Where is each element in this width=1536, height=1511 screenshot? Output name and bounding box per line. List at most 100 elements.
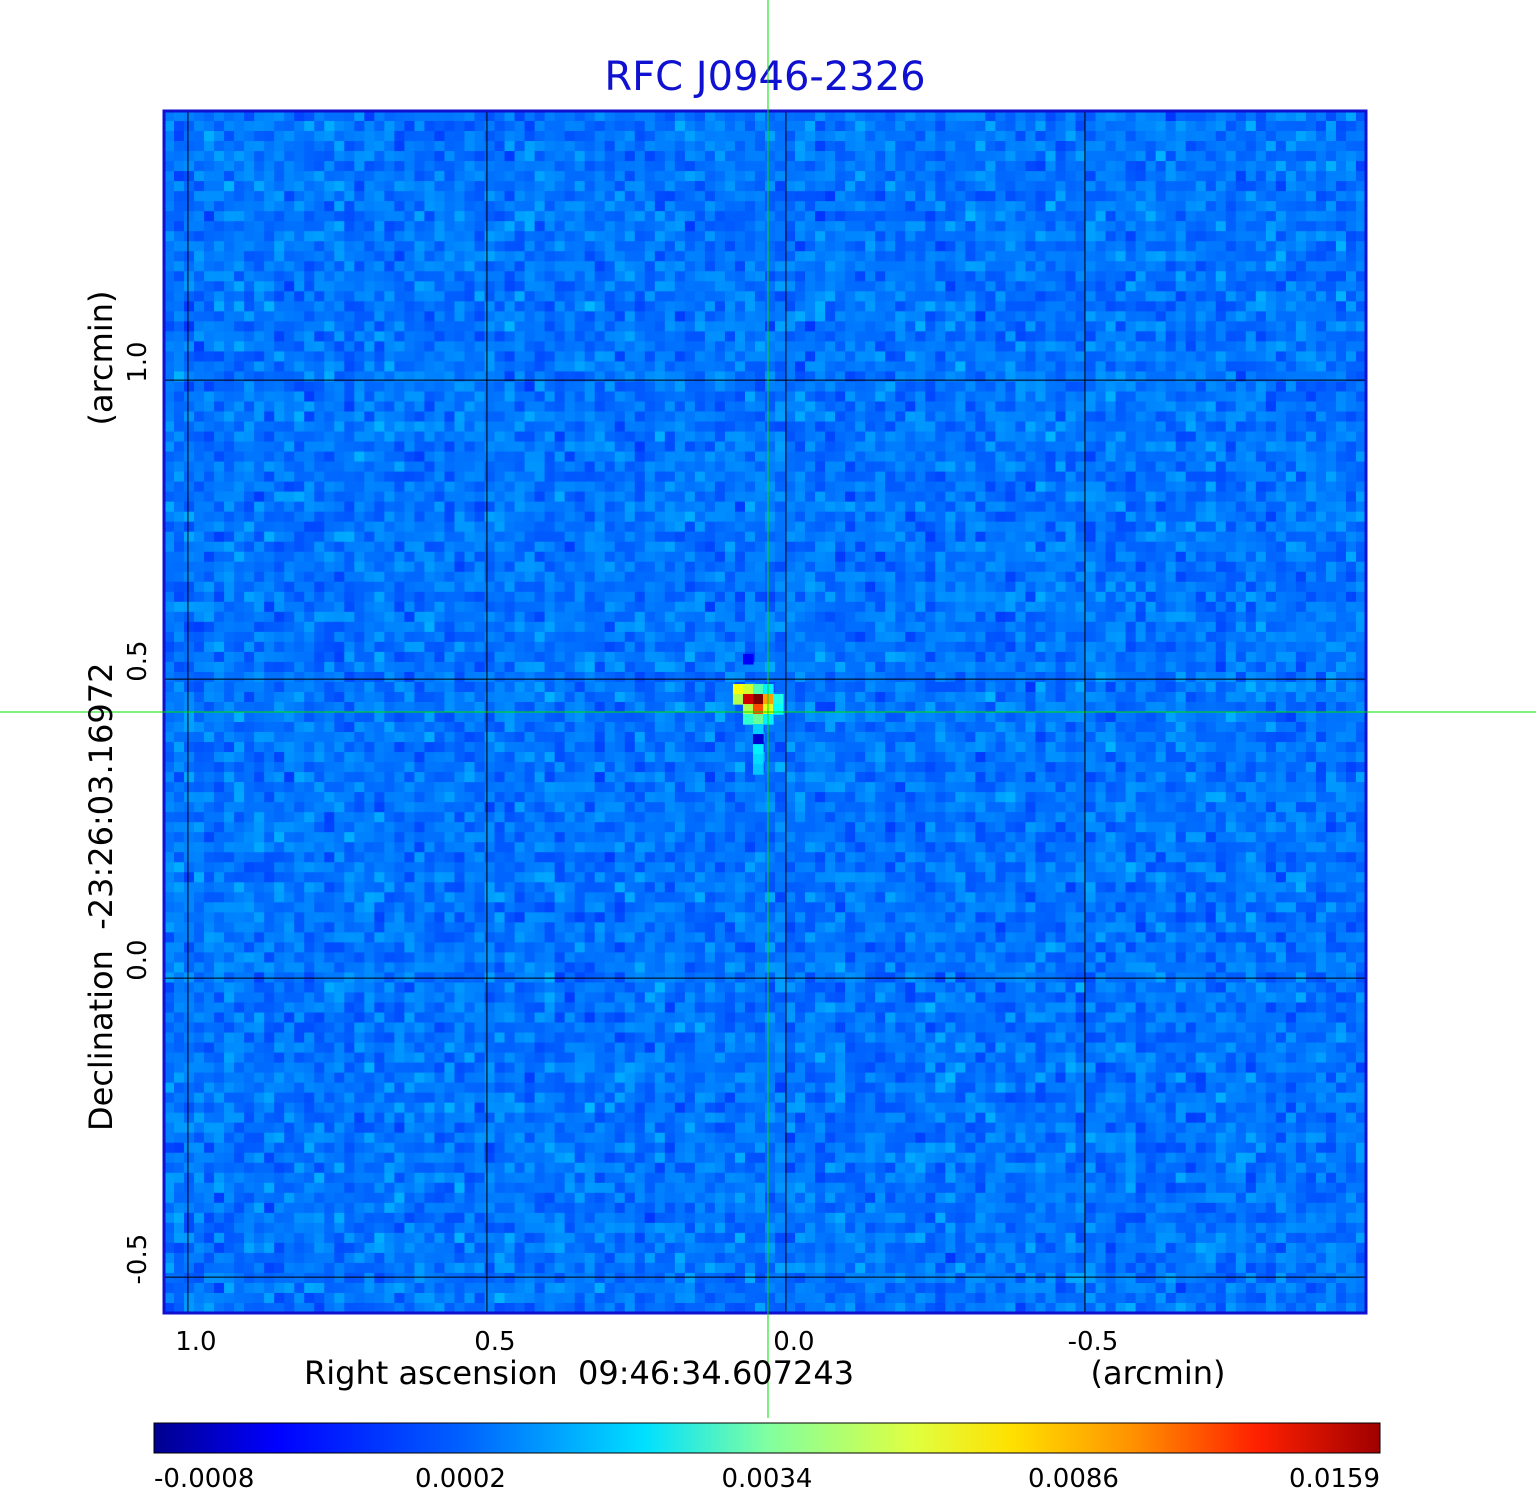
heatmap-cell — [174, 832, 185, 843]
heatmap-cell — [294, 541, 305, 553]
heatmap-cell — [434, 681, 446, 693]
heatmap-cell — [244, 962, 255, 974]
heatmap-cell — [444, 872, 456, 883]
heatmap-cell — [524, 381, 536, 393]
heatmap-cell — [364, 992, 375, 1004]
heatmap-cell — [214, 601, 225, 613]
heatmap-cell — [204, 421, 215, 433]
heatmap-cell — [414, 1022, 426, 1034]
heatmap-cell — [324, 511, 335, 523]
heatmap-cell — [504, 541, 516, 553]
heatmap-cell — [494, 1052, 506, 1064]
heatmap-cell — [294, 1212, 305, 1224]
heatmap-cell — [484, 151, 496, 162]
heatmap-cell — [224, 511, 235, 523]
heatmap-cell — [374, 151, 385, 162]
heatmap-cell — [454, 902, 466, 913]
heatmap-cell — [334, 1082, 345, 1094]
heatmap-cell — [354, 1022, 365, 1034]
heatmap-cell — [504, 671, 516, 683]
heatmap-cell — [184, 1112, 195, 1124]
heatmap-cell — [284, 1242, 295, 1254]
heatmap-cell — [194, 942, 205, 953]
heatmap-cell — [244, 161, 255, 172]
heatmap-cell — [394, 932, 405, 943]
heatmap-cell — [354, 651, 365, 663]
heatmap-cell — [244, 1182, 255, 1194]
heatmap-cell — [444, 932, 456, 943]
heatmap-cell — [284, 792, 295, 803]
heatmap-cell — [314, 211, 325, 222]
heatmap-cell — [164, 321, 175, 332]
heatmap-cell — [454, 341, 466, 352]
heatmap-cell — [344, 782, 355, 793]
heatmap-cell — [514, 141, 526, 152]
heatmap-cell — [224, 271, 235, 282]
heatmap-cell — [224, 1222, 235, 1234]
heatmap-cell — [554, 161, 566, 172]
heatmap-cell — [524, 641, 536, 653]
heatmap-cell — [564, 942, 576, 953]
heatmap-cell — [194, 421, 205, 433]
heatmap-cell — [324, 1152, 335, 1164]
heatmap-cell — [334, 1292, 345, 1304]
heatmap-cell — [304, 231, 315, 242]
heatmap-cell — [364, 401, 375, 413]
heatmap-cell — [254, 261, 265, 272]
heatmap-cell — [534, 802, 546, 813]
heatmap-cell — [244, 1062, 255, 1074]
heatmap-cell — [524, 1192, 536, 1204]
heatmap-cell — [244, 291, 255, 302]
heatmap-cell — [194, 802, 205, 813]
heatmap-cell — [454, 181, 466, 192]
heatmap-cell — [204, 952, 215, 964]
heatmap-cell — [354, 111, 365, 122]
heatmap-cell — [204, 912, 215, 923]
heatmap-cell — [354, 932, 365, 943]
heatmap-cell — [274, 1052, 285, 1064]
heatmap-cell — [374, 1122, 385, 1134]
heatmap-cell — [334, 1252, 345, 1264]
heatmap-cell — [214, 211, 225, 222]
heatmap-cell — [404, 181, 416, 192]
heatmap-cell — [574, 171, 586, 182]
heatmap-cell — [484, 371, 496, 383]
heatmap-cell — [234, 1252, 245, 1264]
heatmap-cell — [244, 1162, 255, 1174]
heatmap-cell — [554, 762, 566, 773]
heatmap-cell — [454, 1032, 466, 1044]
heatmap-cell — [274, 501, 285, 513]
heatmap-cell — [384, 852, 395, 863]
heatmap-cell — [354, 1132, 365, 1144]
heatmap-cell — [564, 722, 576, 733]
heatmap-cell — [514, 431, 526, 443]
heatmap-cell — [194, 892, 205, 903]
heatmap-cell — [314, 712, 325, 723]
heatmap-cell — [184, 521, 195, 533]
heatmap-cell — [274, 1292, 285, 1304]
heatmap-cell — [494, 431, 506, 443]
heatmap-cell — [544, 231, 556, 242]
heatmap-cell — [414, 1292, 426, 1304]
heatmap-cell — [544, 822, 556, 833]
heatmap-cell — [414, 1222, 426, 1234]
heatmap-cell — [314, 1102, 325, 1114]
heatmap-cell — [194, 1122, 205, 1134]
heatmap-cell — [394, 671, 405, 683]
heatmap-cell — [544, 461, 556, 473]
heatmap-cell — [164, 832, 175, 843]
heatmap-cell — [544, 361, 556, 373]
heatmap-cell — [204, 431, 215, 443]
heatmap-cell — [244, 902, 255, 913]
heatmap-cell — [394, 381, 405, 393]
heatmap-cell — [474, 822, 486, 833]
heatmap-cell — [174, 441, 185, 453]
heatmap-cell — [464, 1072, 476, 1084]
heatmap-cell — [374, 581, 385, 593]
heatmap-cell — [394, 1152, 405, 1164]
heatmap-cell — [384, 1002, 395, 1014]
heatmap-cell — [174, 241, 185, 252]
heatmap-cell — [194, 992, 205, 1004]
heatmap-cell — [464, 481, 476, 493]
heatmap-cell — [504, 351, 516, 363]
